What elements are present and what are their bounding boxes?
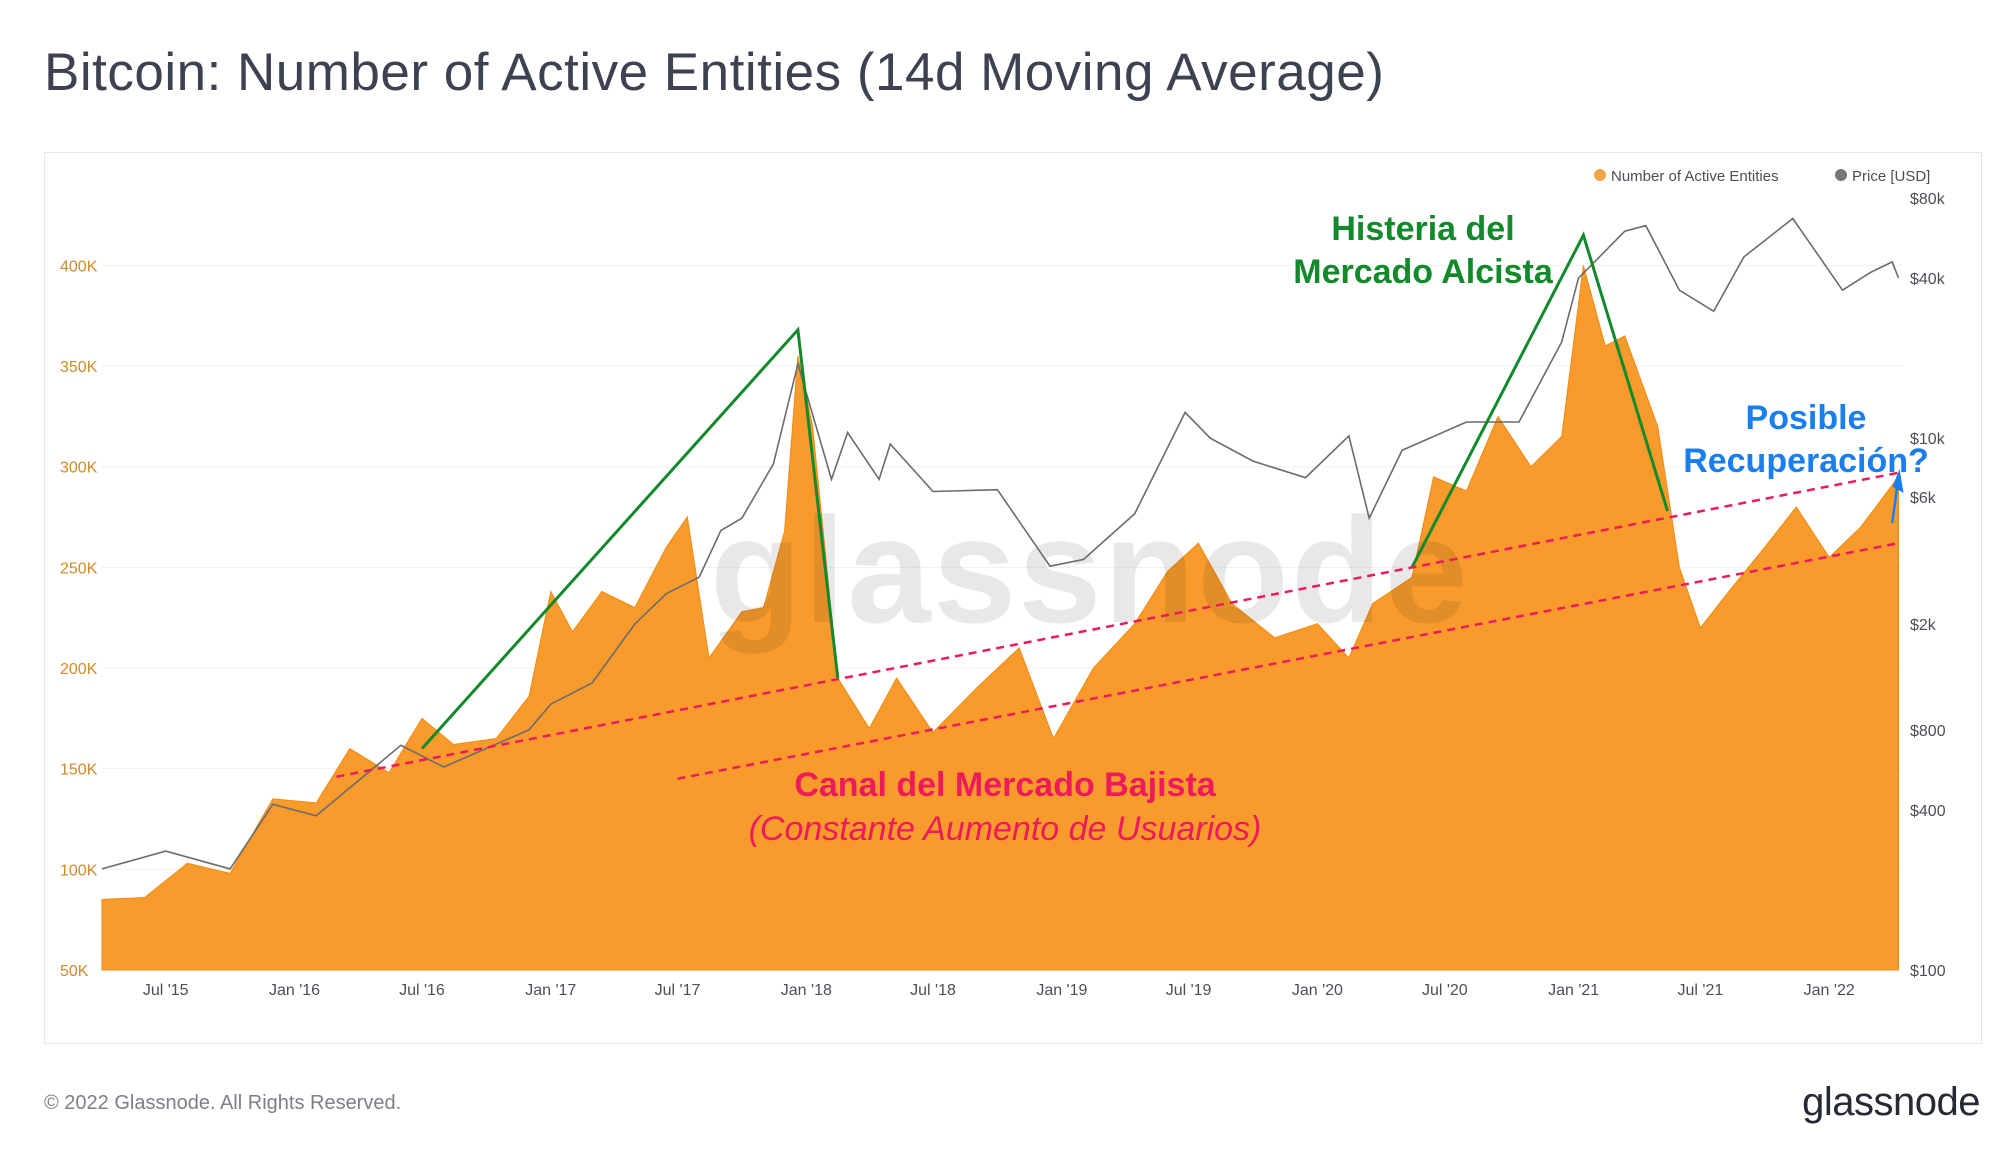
x-tick-label: Jul '16 bbox=[399, 982, 445, 999]
entities-area-layer bbox=[101, 265, 1899, 971]
y-right-tick-label: $6k bbox=[1910, 490, 1937, 507]
chart-frame bbox=[44, 152, 1982, 1044]
bull-label-line1: Histeria del bbox=[1331, 210, 1514, 248]
y-right-tick-label: $800 bbox=[1910, 723, 1946, 740]
x-tick-label: Jan '16 bbox=[269, 982, 320, 999]
x-tick-label: Jan '18 bbox=[781, 982, 832, 999]
bear-channel-label: Canal del Mercado Bajista bbox=[794, 766, 1216, 804]
legend-entities-label: Number of Active Entities bbox=[1611, 168, 1779, 185]
legend-entities-marker bbox=[1594, 169, 1606, 181]
y-right-tick-label: $10k bbox=[1910, 431, 1946, 448]
bull-triangle-2021 bbox=[1410, 231, 1669, 569]
x-tick-label: Jan '19 bbox=[1036, 982, 1087, 999]
x-tick-label: Jan '17 bbox=[525, 982, 576, 999]
y-left-tick-label: 300K bbox=[60, 460, 98, 477]
y-left-tick-label: 150K bbox=[60, 762, 98, 779]
recovery-arrow-head bbox=[1892, 468, 1904, 493]
x-tick-label: Jan '20 bbox=[1292, 982, 1343, 999]
watermark: glassnode bbox=[710, 486, 1470, 654]
x-tick-label: Jul '17 bbox=[655, 982, 701, 999]
y-right-tick-label: $40k bbox=[1910, 271, 1946, 288]
bear-channel-sublabel: (Constante Aumento de Usuarios) bbox=[749, 810, 1262, 848]
y-right-tick-label: $80k bbox=[1910, 191, 1946, 208]
y-left-tick-label: 50K bbox=[60, 963, 89, 980]
recovery-label-line1: Posible bbox=[1746, 399, 1867, 437]
x-tick-label: Jul '21 bbox=[1677, 982, 1723, 999]
glassnode-logo: glassnode bbox=[1802, 1080, 1980, 1124]
x-tick-label: Jul '18 bbox=[910, 982, 956, 999]
y-right-tick-label: $2k bbox=[1910, 617, 1937, 634]
y-left-tick-label: 250K bbox=[60, 560, 98, 577]
legend-price-marker bbox=[1835, 169, 1847, 181]
x-tick-label: Jul '15 bbox=[143, 982, 189, 999]
page-title: Bitcoin: Number of Active Entities (14d … bbox=[44, 43, 1385, 102]
bull-label-line2: Mercado Alcista bbox=[1293, 253, 1554, 291]
y-left-tick-label: 350K bbox=[60, 359, 98, 376]
y-right-tick-label: $400 bbox=[1910, 803, 1946, 820]
copyright-footer: © 2022 Glassnode. All Rights Reserved. bbox=[44, 1092, 402, 1114]
y-right-tick-label: $100 bbox=[1910, 963, 1946, 980]
axes: 50K 100K 150K 200K 250K 300K 350K 400K $100 $400 $… bbox=[60, 191, 1946, 999]
x-tick-label: Jul '19 bbox=[1166, 982, 1212, 999]
price-line bbox=[101, 217, 1900, 870]
annotations bbox=[336, 231, 1904, 780]
x-tick-label: Jan '21 bbox=[1548, 982, 1599, 999]
x-tick-label: Jan '22 bbox=[1804, 982, 1855, 999]
y-left-tick-label: 200K bbox=[60, 661, 98, 678]
bear-channel-lower bbox=[677, 541, 1899, 780]
bull-triangle-2017 bbox=[420, 326, 840, 750]
x-tick-label: Jul '20 bbox=[1422, 982, 1468, 999]
legend-price-label: Price [USD] bbox=[1852, 168, 1930, 185]
y-left-tick-label: 100K bbox=[60, 862, 98, 879]
legend: Number of Active Entities Price [USD] bbox=[1594, 168, 1930, 185]
entities-area bbox=[101, 265, 1899, 971]
recovery-label-line2: Recuperación? bbox=[1683, 442, 1929, 480]
y-left-tick-label: 400K bbox=[60, 258, 98, 275]
price-line-layer bbox=[101, 217, 1900, 870]
